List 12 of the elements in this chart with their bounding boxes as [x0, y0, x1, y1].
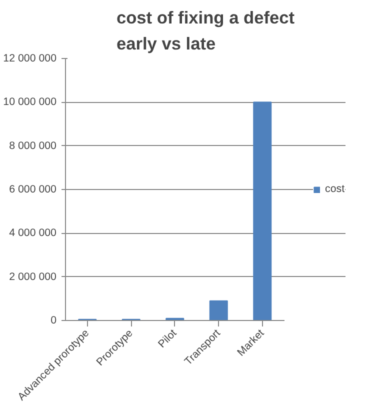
bar: [209, 300, 228, 320]
legend-label: cost: [325, 183, 345, 195]
x-tick-label: Pilot: [156, 327, 180, 350]
y-tick-label: 12 000 000: [3, 52, 57, 64]
chart-title: cost of fixing a defect early vs late: [116, 8, 295, 54]
y-tick-label: 6 000 000: [9, 184, 57, 196]
y-tick-label: 4 000 000: [9, 227, 57, 240]
y-tick-label: 0: [50, 314, 57, 326]
y-tick-label: 8 000 000: [9, 140, 57, 152]
y-tick-label: 2 000 000: [9, 270, 57, 283]
bar: [253, 102, 272, 320]
y-tick-label: 10 000 000: [3, 96, 57, 108]
